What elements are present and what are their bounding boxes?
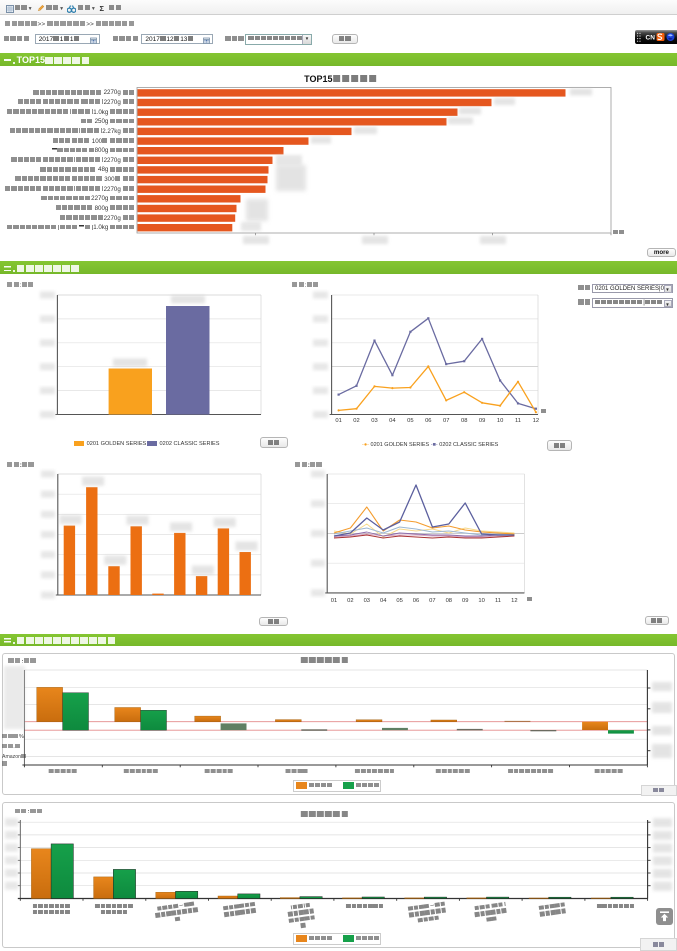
svg-text:04: 04 — [389, 418, 396, 424]
svg-text:01: 01 — [331, 598, 337, 604]
svg-text:12: 12 — [533, 418, 539, 424]
svg-text:04: 04 — [380, 598, 387, 604]
svg-text:05: 05 — [407, 418, 413, 424]
svg-text:06: 06 — [413, 598, 419, 604]
svg-text:08: 08 — [446, 598, 452, 604]
svg-text:12: 12 — [511, 598, 517, 604]
svg-text:03: 03 — [364, 598, 370, 604]
svg-text:11: 11 — [515, 418, 521, 424]
svg-text:03: 03 — [371, 418, 377, 424]
svg-text:10: 10 — [497, 418, 503, 424]
svg-text:09: 09 — [479, 418, 485, 424]
svg-text:07: 07 — [443, 418, 449, 424]
svg-text:CN: CN — [646, 35, 656, 42]
svg-text:05: 05 — [396, 598, 402, 604]
svg-text:07: 07 — [429, 598, 435, 604]
svg-text:01: 01 — [335, 418, 341, 424]
svg-text:08: 08 — [461, 418, 467, 424]
svg-text:02: 02 — [347, 598, 353, 604]
svg-text:02: 02 — [353, 418, 359, 424]
svg-text:06: 06 — [425, 418, 431, 424]
svg-text:09: 09 — [462, 598, 468, 604]
svg-text:10: 10 — [478, 598, 484, 604]
svg-text:11: 11 — [495, 598, 501, 604]
